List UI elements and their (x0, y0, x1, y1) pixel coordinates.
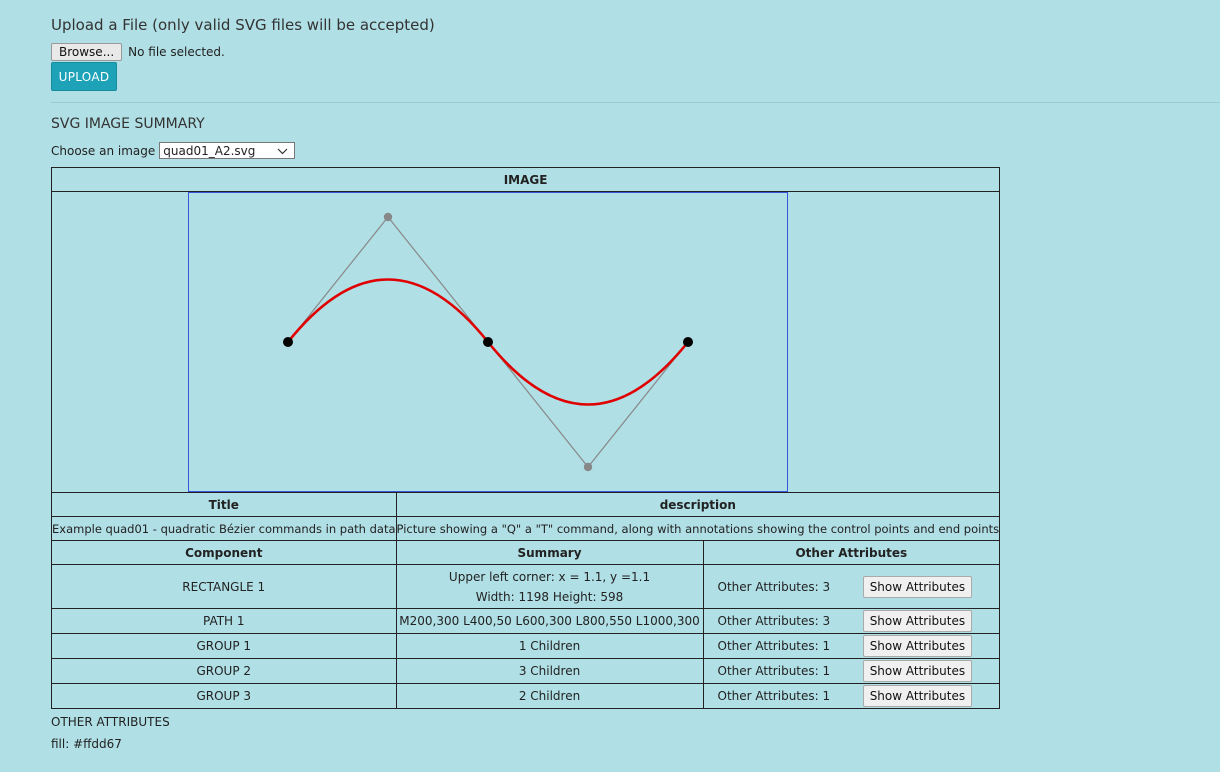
other-attributes-count: Other Attributes: 1 (717, 639, 831, 653)
end-point (283, 337, 293, 347)
other-attributes-cell: Other Attributes: 3 Show Attributes (702, 608, 1001, 634)
component-summary: 2 Children (395, 683, 704, 709)
component-summary: 1 Children (395, 633, 704, 659)
table-row: GROUP 2 3 Children Other Attributes: 1 S… (51, 658, 1001, 684)
table-row: GROUP 1 1 Children Other Attributes: 1 S… (51, 633, 1001, 659)
svg-preview (188, 192, 788, 492)
image-header: IMAGE (50, 167, 1001, 192)
summary-title: SVG IMAGE SUMMARY (51, 116, 205, 132)
other-attributes-count: Other Attributes: 1 (717, 689, 831, 703)
choose-label: Choose an image (51, 143, 156, 158)
upload-title: Upload a File (only valid SVG files will… (51, 16, 435, 34)
component-name: GROUP 2 (51, 658, 397, 684)
title-header: Title (51, 492, 397, 517)
other-attributes-cell: Other Attributes: 1 Show Attributes (702, 633, 1001, 659)
control-point (583, 462, 593, 472)
summary-header: Summary (395, 540, 704, 565)
svg-preview-canvas (283, 212, 693, 472)
end-point (483, 337, 493, 347)
component-name: GROUP 3 (51, 683, 397, 709)
control-point (383, 212, 393, 222)
other-attributes-cell: Other Attributes: 3 Show Attributes (702, 564, 1001, 609)
image-cell (50, 191, 1001, 493)
other-attributes-cell: Other Attributes: 1 Show Attributes (702, 683, 1001, 709)
chevron-down-icon (277, 144, 288, 158)
other-attributes-count: Other Attributes: 3 (717, 614, 831, 628)
other-attributes-count: Other Attributes: 3 (717, 579, 831, 594)
divider (51, 102, 1220, 103)
end-point (683, 337, 693, 347)
file-status: No file selected. (128, 45, 225, 59)
show-attributes-button[interactable]: Show Attributes (862, 610, 973, 632)
show-attributes-button[interactable]: Show Attributes (862, 660, 973, 682)
component-summary: Upper left corner: x = 1.1, y =1.1 Width… (395, 564, 704, 609)
component-summary: M200,300 L400,50 L600,300 L800,550 L1000… (395, 608, 704, 634)
upload-button[interactable]: UPLOAD (51, 62, 117, 91)
show-attributes-button[interactable]: Show Attributes (862, 575, 973, 598)
other-attributes-title: OTHER ATTRIBUTES (51, 715, 170, 729)
title-value: Example quad01 - quadratic Bézier comman… (51, 516, 397, 541)
other-attributes-count: Other Attributes: 1 (717, 664, 831, 678)
svg-summary-table: IMAGE Title description Example quad01 -… (50, 167, 1001, 709)
selected-image: quad01_A2.svg (163, 143, 256, 158)
other-attributes-cell: Other Attributes: 1 Show Attributes (702, 658, 1001, 684)
component-summary: 3 Children (395, 658, 704, 684)
other-attributes-value: fill: #ffdd67 (51, 737, 122, 751)
table-row: GROUP 3 2 Children Other Attributes: 1 S… (51, 683, 1001, 709)
description-header: description (395, 492, 1001, 517)
file-input-row: Browse... No file selected. (51, 43, 225, 61)
show-attributes-button[interactable]: Show Attributes (862, 685, 973, 707)
image-chooser: Choose an image quad01_A2.svg (51, 142, 296, 159)
image-select[interactable]: quad01_A2.svg (159, 142, 296, 159)
description-value: Picture showing a "Q" a "T" command, alo… (395, 516, 1001, 541)
summary-line: Upper left corner: x = 1.1, y =1.1 (448, 569, 651, 584)
component-name: GROUP 1 (51, 633, 397, 659)
browse-button[interactable]: Browse... (51, 43, 123, 61)
component-name: PATH 1 (51, 608, 397, 634)
table-row: RECTANGLE 1 Upper left corner: x = 1.1, … (51, 564, 1001, 609)
component-header: Component (51, 540, 397, 565)
summary-line: Width: 1198 Height: 598 (475, 589, 624, 604)
other-attributes-header: Other Attributes (702, 540, 1001, 565)
show-attributes-button[interactable]: Show Attributes (862, 635, 973, 657)
table-row: PATH 1 M200,300 L400,50 L600,300 L800,55… (51, 608, 1001, 634)
component-name: RECTANGLE 1 (51, 564, 397, 609)
